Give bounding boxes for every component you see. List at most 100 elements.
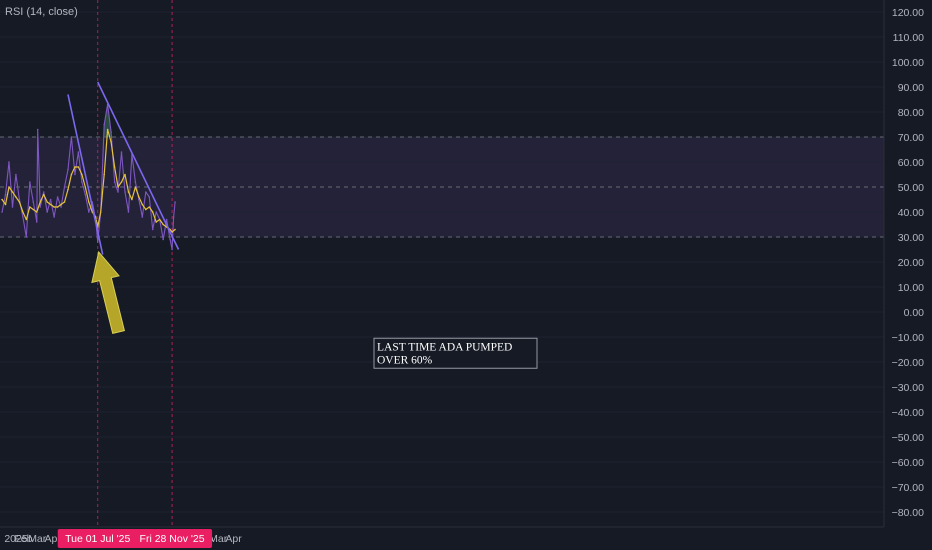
rsi-point xyxy=(141,216,144,218)
y-tick-label: −30.00 xyxy=(892,382,925,394)
y-tick-label: 10.00 xyxy=(898,282,924,294)
rsi-point xyxy=(127,211,130,213)
y-tick-label: 90.00 xyxy=(898,82,924,94)
rsi-point xyxy=(22,216,24,218)
y-tick-label: 50.00 xyxy=(898,182,924,194)
ma-point xyxy=(110,141,112,143)
rsi-point xyxy=(53,216,55,218)
date-badge xyxy=(132,529,213,548)
rsi-point xyxy=(46,211,48,213)
rsi-point xyxy=(77,151,80,153)
rsi-point xyxy=(151,228,154,231)
annotation-arrow[interactable] xyxy=(91,250,126,335)
rsi-point xyxy=(174,201,176,203)
rsi-point xyxy=(124,191,126,193)
rsi-point xyxy=(87,211,90,213)
y-axis: 120.00 110.00 100.00 90.00 80.00 70.00 60.00 50… xyxy=(883,0,932,550)
ma-point xyxy=(29,206,31,208)
ma-point xyxy=(120,181,123,183)
rsi-point xyxy=(15,173,17,176)
rsi-point xyxy=(36,128,39,131)
rsi-point xyxy=(1,211,3,213)
rsi-point xyxy=(134,181,137,183)
y-tick-label: −50.00 xyxy=(892,432,925,444)
rsi-point xyxy=(145,191,147,193)
rsi-point xyxy=(110,131,112,133)
rsi-point xyxy=(39,206,42,208)
ma-point xyxy=(106,128,109,131)
rsi-point xyxy=(67,168,69,171)
rsi-point xyxy=(96,241,99,243)
ma-point xyxy=(67,188,69,191)
trendline-2[interactable] xyxy=(97,81,180,250)
y-tick-label: 80.00 xyxy=(898,107,924,119)
rsi-point xyxy=(35,221,38,223)
indicator-label: RSI (14, close) xyxy=(5,6,78,18)
rsi-point xyxy=(103,123,105,126)
y-axis-background xyxy=(884,0,932,550)
ma-point xyxy=(11,191,14,193)
rsi-point xyxy=(84,193,87,196)
x-tick-label: Mar xyxy=(28,533,47,545)
rsi-point xyxy=(18,198,21,201)
ma-point xyxy=(151,211,154,213)
y-tick-label: 0.00 xyxy=(904,307,925,319)
annotation-text-line2: OVER 60% xyxy=(377,354,433,366)
ma-point xyxy=(162,223,164,226)
rsi-point xyxy=(60,206,62,208)
level-lines xyxy=(0,136,884,238)
rsi-point xyxy=(11,206,14,208)
ma-point xyxy=(60,203,62,206)
rsi-point xyxy=(113,181,116,183)
rsi-point xyxy=(63,186,66,188)
ma-point xyxy=(25,218,28,221)
ma-point xyxy=(138,196,140,198)
y-tick-label: −10.00 xyxy=(892,332,925,344)
trendlines[interactable] xyxy=(67,81,180,255)
x-tick-label: Mar xyxy=(209,533,228,545)
date-badge-label: Tue 01 Jul '25 xyxy=(65,533,130,545)
rsi-point xyxy=(162,238,164,241)
trendline-1[interactable] xyxy=(67,94,104,255)
rsi-point xyxy=(74,173,76,176)
y-tick-label: −20.00 xyxy=(892,357,925,369)
y-tick-label: 60.00 xyxy=(898,157,924,169)
y-tick-label: −60.00 xyxy=(892,457,925,469)
overbought-fill xyxy=(104,104,112,137)
date-badge-label: Fri 28 Nov '25 xyxy=(140,533,205,545)
ma-point xyxy=(99,211,102,213)
ma-point xyxy=(84,186,87,188)
grid xyxy=(0,11,884,513)
rsi-point xyxy=(117,191,119,193)
ma-point xyxy=(81,173,83,176)
rsi-point xyxy=(56,196,59,198)
ma-point xyxy=(141,203,144,206)
ma-point xyxy=(63,201,66,203)
rsi-point xyxy=(49,198,52,201)
ma-point xyxy=(49,203,52,206)
ma-point xyxy=(1,198,3,201)
date-marker-lines xyxy=(97,0,173,527)
ma-point xyxy=(155,221,158,223)
y-tick-label: 120.00 xyxy=(892,7,924,19)
y-tick-label: −70.00 xyxy=(892,482,925,494)
rsi-point xyxy=(120,151,123,153)
rsi-point xyxy=(32,201,35,203)
x-tick-label: Apr xyxy=(44,533,61,545)
ma-point xyxy=(127,191,130,193)
date-badge xyxy=(57,529,138,548)
rsi-point xyxy=(148,196,151,198)
rsi-point xyxy=(155,211,158,213)
ma-point xyxy=(15,196,17,198)
y-tick-label: 100.00 xyxy=(892,57,924,69)
ma-point xyxy=(171,231,173,233)
ma-point xyxy=(131,198,133,201)
rsi-point xyxy=(25,236,28,238)
rsi-point xyxy=(8,161,10,163)
y-tick-label: −80.00 xyxy=(892,507,925,519)
annotation-box[interactable] xyxy=(373,337,538,369)
ma-point xyxy=(32,208,35,211)
ma-point xyxy=(39,201,42,203)
